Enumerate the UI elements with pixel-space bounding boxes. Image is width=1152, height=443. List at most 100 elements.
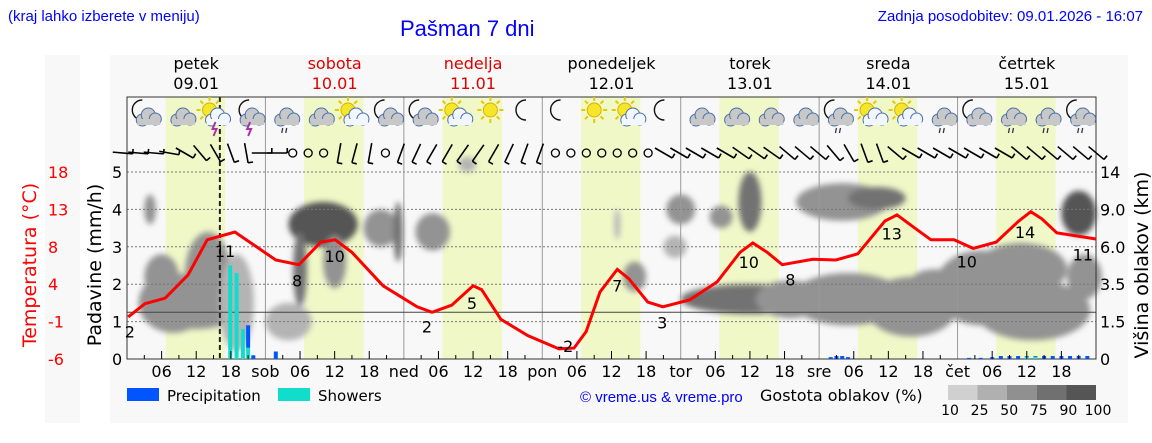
calm-wind-icon [612,148,622,158]
wind-barb-icon [860,143,873,164]
cloud-icon [135,107,162,127]
wind-shaft [226,143,236,163]
cloud-base [171,119,195,125]
wind-feather [853,158,859,163]
x-hour-label: 12 [324,362,344,381]
sun-ray [599,115,605,120]
wind-shaft [112,151,133,155]
sun-ray [441,115,447,120]
temperature-label: 2 [125,323,135,342]
moon-rain-icon [823,99,854,134]
cloud-base [829,119,853,125]
day-name: torek [729,54,771,73]
temperature-label: 8 [292,271,302,290]
precip-bar [1016,356,1021,359]
cloud-icon [412,107,439,127]
wind-barb-icon [809,145,830,161]
x-hour-label: 06 [705,362,725,381]
rain-icon [838,127,842,134]
x-hour-label: 06 [844,362,864,381]
last-updated: Zadnja posodobitev: 09.01.2026 - 16:07 [878,8,1143,25]
temperature-label: 2 [422,317,432,336]
cloud-patch [709,205,733,229]
rain-icon [834,127,838,134]
rain-icon [281,127,284,134]
cloud-icon [758,107,785,127]
density-level: 90 [1059,403,1077,419]
wind-barb-icon [843,143,859,163]
temperature-tick: -6 [48,350,64,369]
x-day-label: tor [669,362,692,381]
wind-feather [671,153,676,159]
sun-ray [857,115,862,120]
cloud-icon [447,107,474,127]
cloud-rain-icon [931,107,958,134]
cloud-patch [293,231,307,307]
rain-icon [1007,127,1011,134]
wind-shaft [994,147,1013,159]
legend-showers-swatch [278,388,310,401]
sun-icon [477,97,504,123]
cloud-patch [393,201,403,262]
wind-feather [504,161,510,165]
x-hour-label: 12 [601,362,621,381]
cloud-icon [1035,107,1062,127]
sun-ray [457,100,462,105]
sun-ray [480,115,485,120]
wind-feather [965,153,970,159]
cloud-base [379,119,403,125]
cloud-icon [170,107,197,127]
copyright-link[interactable]: © vreme.us & vreme.pro [580,389,743,406]
wind-barb-icon [875,143,889,164]
wind-barb-icon [1072,145,1093,161]
wind-feather [1056,155,1062,160]
location-note[interactable]: (kraj lahko izberete v meniju) [8,8,200,25]
temperature-axis-label: Temperatura (°C) [19,183,41,348]
cloud-base [621,119,645,125]
cloud-patch [288,201,358,247]
wind-feather [220,158,226,163]
cloud-height-tick: 3.5 [1100,275,1125,294]
moon-thunder-icon [238,99,266,137]
wind-barb-icon [367,143,374,165]
sun-cloud-icon [334,97,370,127]
precip-tick: 5 [112,163,122,182]
wind-feather [794,155,799,160]
calm-wind-icon [318,148,329,158]
wind-shaft [826,144,841,162]
cloud-icon [758,107,785,127]
wind-shaft [367,143,373,163]
wind-shaft [487,143,500,163]
wind-shaft [917,147,936,159]
cloud-base [414,119,438,125]
cloud-base [794,119,818,125]
moon-icon [515,99,527,121]
wind-shaft [209,143,222,163]
cloud-base [760,119,784,125]
cloud-icon [793,107,820,127]
x-hour-label: 18 [221,362,241,381]
cloud-rain-icon [1035,107,1062,134]
x-hour-label: 06 [567,362,587,381]
wind-shaft [396,143,406,163]
wind-feather [192,153,197,159]
precip-bar [998,356,1003,359]
lightning-icon [211,121,219,137]
precip-bar [1050,356,1055,359]
rain-icon [1081,127,1084,134]
wind-shaft [441,143,453,163]
cloud-patch [144,194,156,225]
day-date: 09.01 [173,74,219,93]
wind-barb-icon [396,143,406,165]
wind-shaft [779,145,796,161]
density-level: 10 [941,403,959,419]
wind-barb-icon [994,147,1016,159]
sun-ray [630,100,635,105]
x-hour-label: 12 [463,362,483,381]
density-levels: 10 25 50 75 90 100 [941,403,1111,419]
density-level: 100 [1085,403,1112,419]
wind-feather [839,156,845,162]
wind-feather [397,161,403,165]
temperature-label: 10 [957,253,977,272]
rain-icon [1046,127,1049,134]
